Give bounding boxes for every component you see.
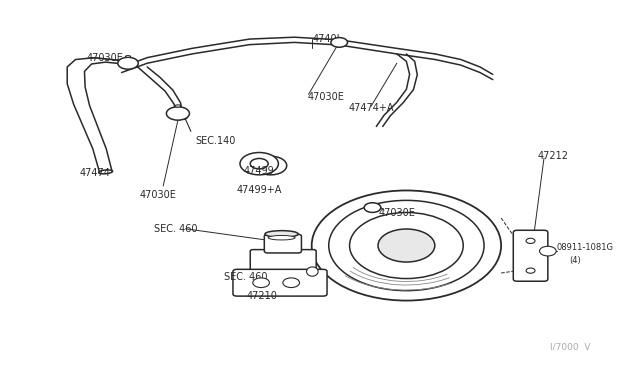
Ellipse shape [175,105,181,107]
Ellipse shape [307,267,318,276]
Circle shape [253,278,269,288]
Text: SEC. 460: SEC. 460 [154,224,197,234]
FancyBboxPatch shape [513,230,548,281]
Circle shape [364,203,381,212]
FancyBboxPatch shape [250,250,316,288]
Circle shape [329,201,484,291]
Circle shape [166,107,189,120]
Text: I/7000  V: I/7000 V [550,342,591,351]
Ellipse shape [265,231,298,237]
Text: 4740L: 4740L [312,34,342,44]
Text: 47030E: 47030E [86,53,124,62]
Text: 47499: 47499 [243,166,274,176]
Circle shape [250,158,268,169]
Circle shape [283,278,300,288]
Circle shape [378,229,435,262]
Text: SEC.140: SEC.140 [195,137,236,146]
Ellipse shape [99,170,113,174]
Circle shape [349,212,463,279]
Text: SEC. 460: SEC. 460 [224,272,268,282]
Circle shape [255,156,287,175]
Text: 47474+A: 47474+A [349,103,394,113]
Circle shape [526,238,535,244]
Text: N: N [545,248,551,254]
Text: 47212: 47212 [538,151,568,161]
Text: 47210: 47210 [246,291,277,301]
FancyBboxPatch shape [233,269,327,296]
Text: 47030E: 47030E [307,92,344,102]
Text: (4): (4) [570,256,581,265]
FancyBboxPatch shape [264,234,301,253]
Circle shape [540,246,556,256]
Text: 08911-1081G: 08911-1081G [557,243,614,252]
Circle shape [118,57,138,69]
Ellipse shape [125,55,131,58]
Circle shape [312,190,501,301]
Circle shape [526,268,535,273]
Ellipse shape [268,235,295,240]
Text: 47030E: 47030E [379,208,416,218]
Circle shape [240,153,278,175]
Text: 47474: 47474 [80,168,111,178]
Circle shape [331,38,348,47]
Text: 47030E: 47030E [140,190,177,200]
Text: 47499+A: 47499+A [237,185,282,195]
